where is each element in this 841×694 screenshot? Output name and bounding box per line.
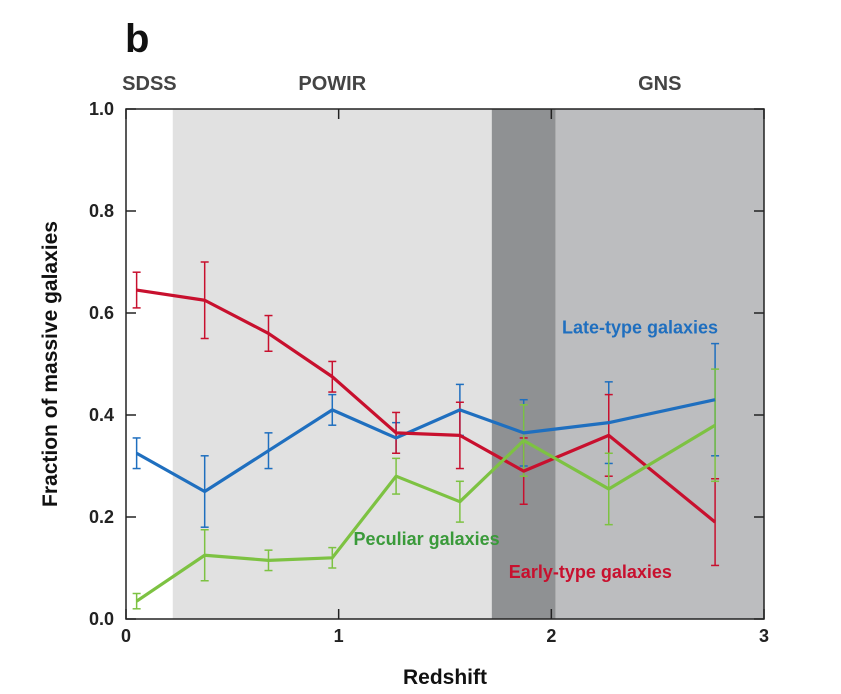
axis-ticks: 0 1 2 3 0.0 0.2 0.4 0.6 0.8 1.0 <box>89 99 769 646</box>
panel-label: b <box>125 17 149 61</box>
peculiar-galaxies-label: Peculiar galaxies <box>354 529 500 549</box>
y-tick-label: 0.0 <box>89 609 114 629</box>
x-tick-label: 2 <box>546 626 556 646</box>
x-tick-label: 0 <box>121 626 131 646</box>
late-type-galaxies-label: Late-type galaxies <box>562 317 718 337</box>
y-axis-title: Fraction of massive galaxies <box>39 221 62 507</box>
region-label-powir: POWIR <box>298 73 366 95</box>
series-annotations: Late-type galaxies Peculiar galaxies Early… <box>354 317 718 582</box>
region-2 <box>491 109 556 619</box>
x-axis-title: Redshift <box>403 666 487 689</box>
region-label-sdss: SDSS <box>122 73 176 95</box>
region-3 <box>555 109 764 619</box>
y-tick-label: 1.0 <box>89 99 114 119</box>
x-tick-label: 1 <box>334 626 344 646</box>
x-tick-label: 3 <box>759 626 769 646</box>
y-tick-label: 0.6 <box>89 303 114 323</box>
y-tick-label: 0.8 <box>89 201 114 221</box>
region-0 <box>126 109 173 619</box>
y-tick-label: 0.2 <box>89 507 114 527</box>
region-labels: SDSS POWIR GNS <box>122 73 681 95</box>
series-layer <box>132 261 720 610</box>
early-type-galaxies-label: Early-type galaxies <box>509 562 672 582</box>
plot-frame <box>125 108 765 620</box>
region-label-gns: GNS <box>638 73 681 95</box>
y-tick-label: 0.4 <box>89 405 114 425</box>
